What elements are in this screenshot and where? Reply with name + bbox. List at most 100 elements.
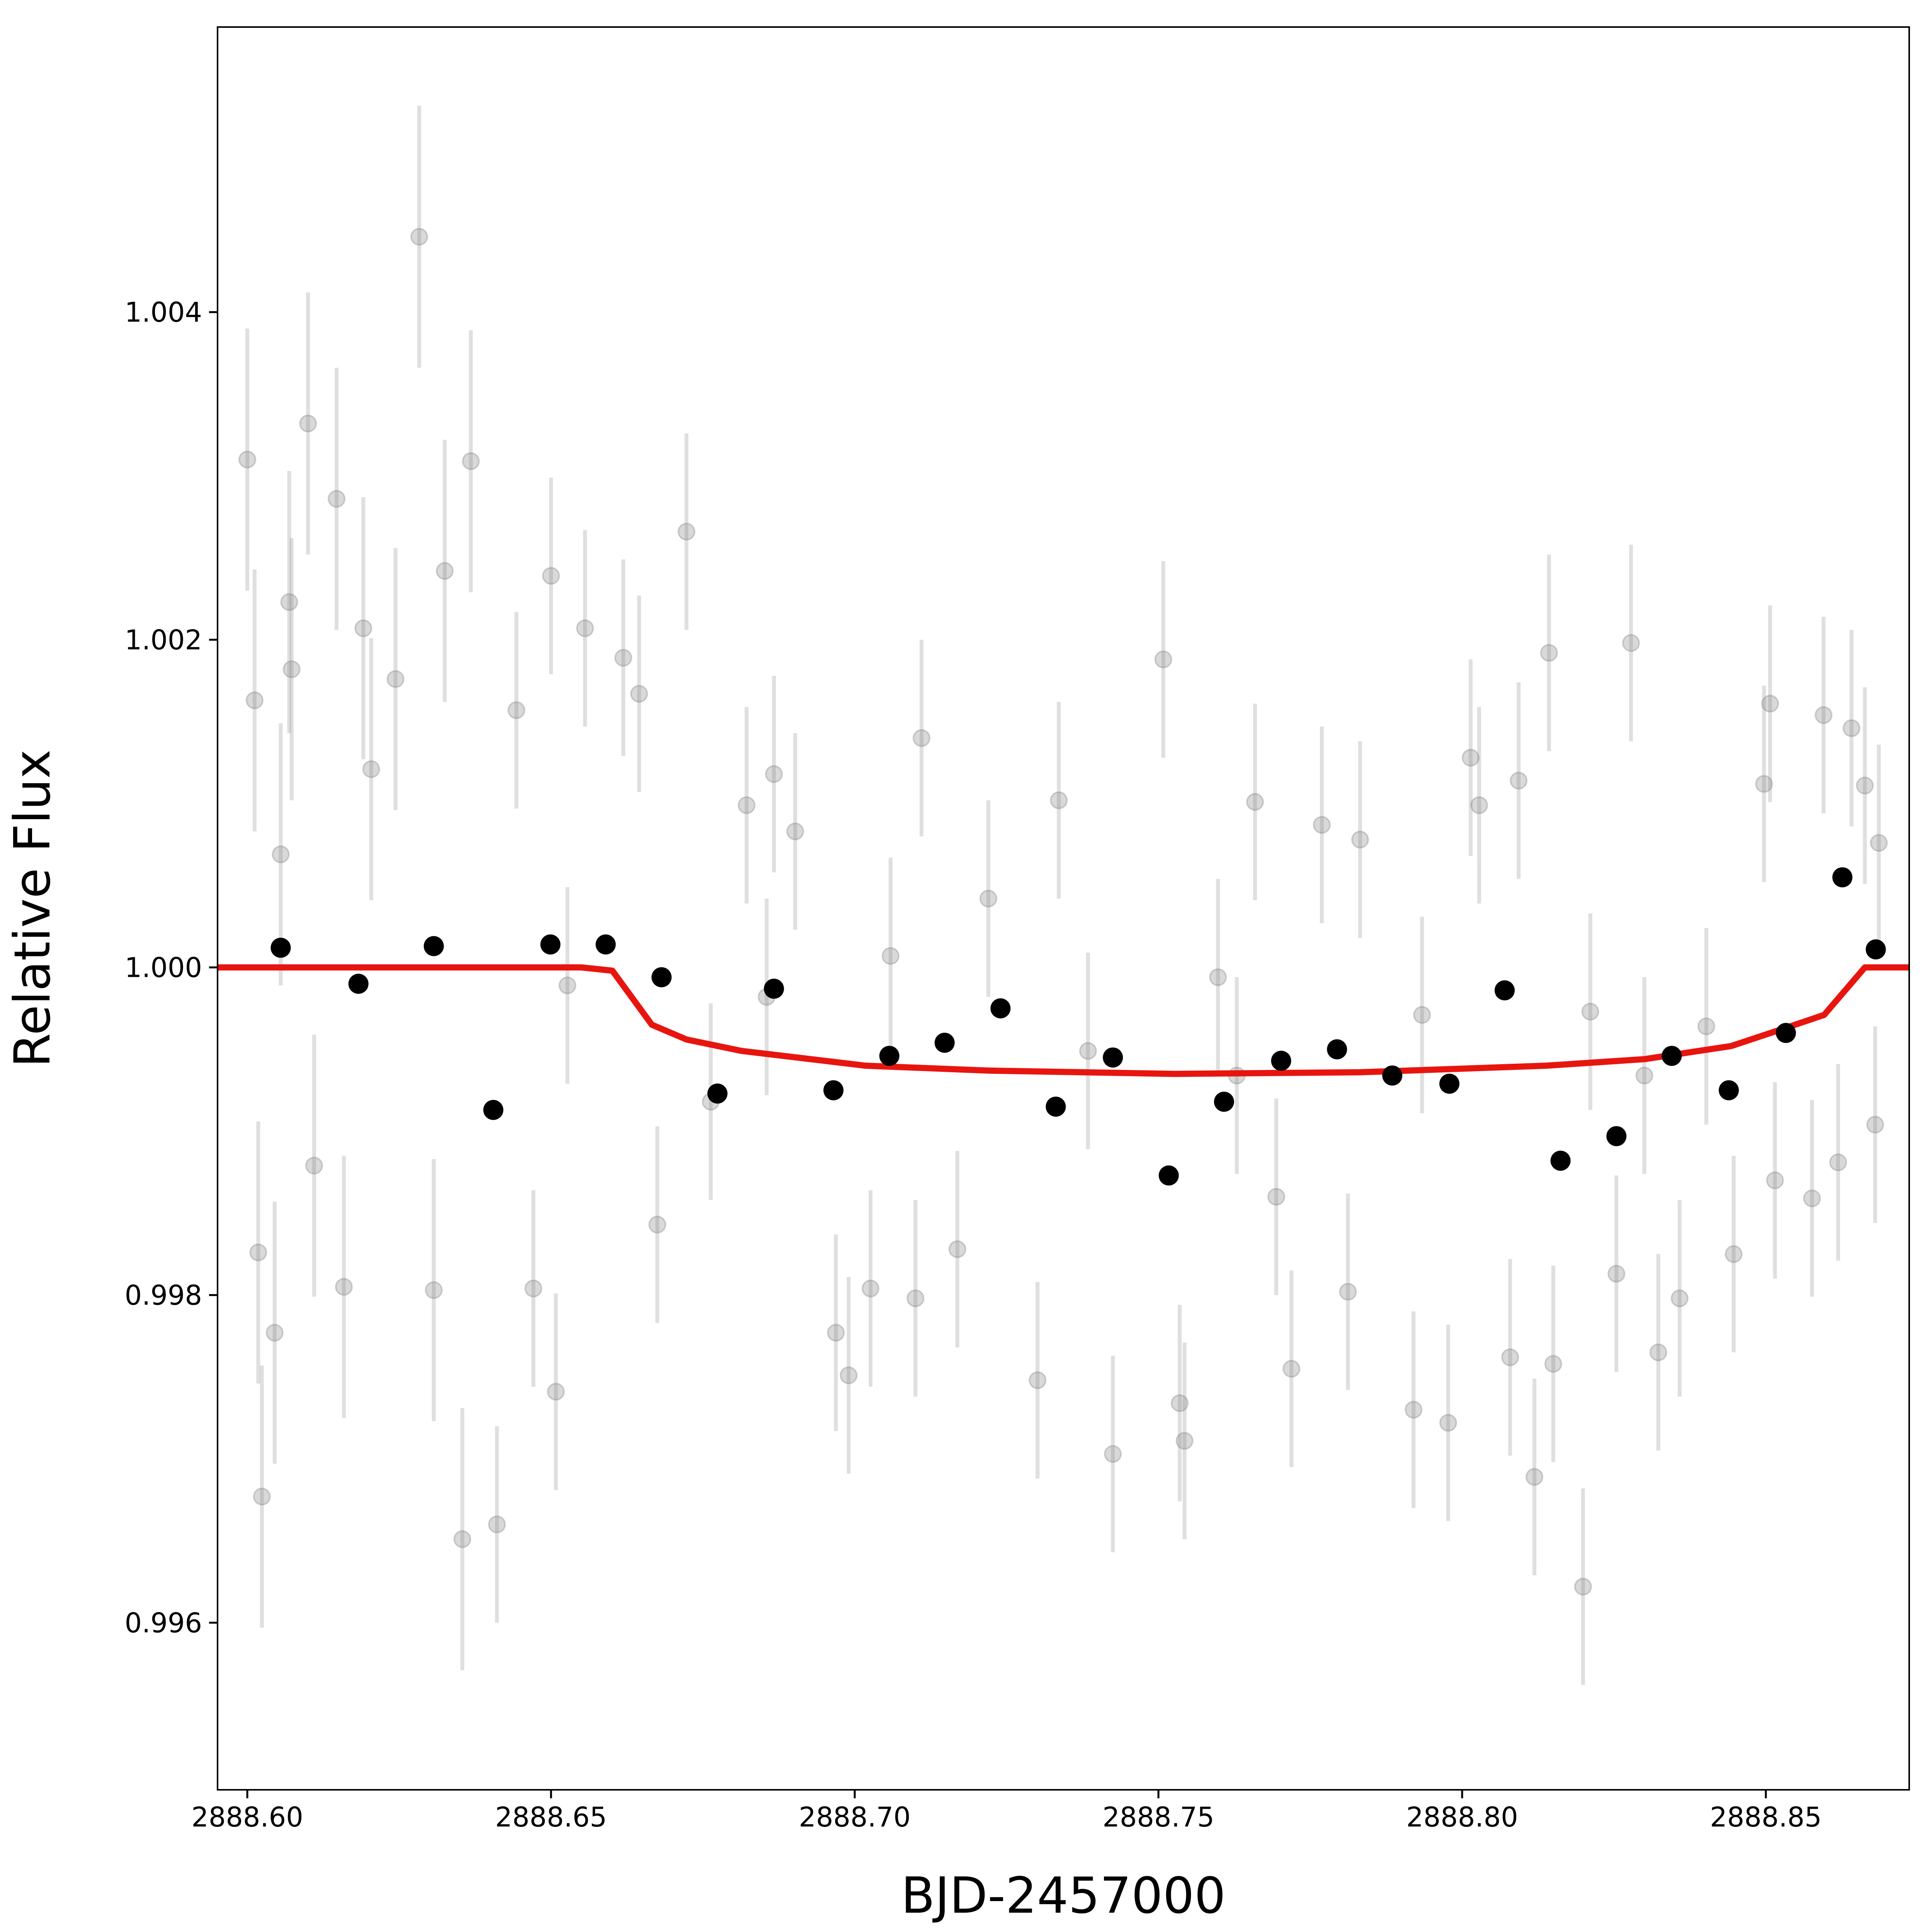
raw-point (1766, 1171, 1784, 1189)
plot-area (218, 105, 1909, 1685)
raw-point (1267, 1188, 1285, 1206)
raw-point (362, 760, 380, 778)
raw-point (1670, 1289, 1689, 1308)
binned-point (1606, 1126, 1627, 1146)
raw-point (245, 691, 264, 709)
raw-point (238, 451, 257, 469)
raw-point (354, 619, 372, 637)
raw-point (462, 452, 480, 470)
raw-point (948, 1240, 966, 1258)
binned-point (707, 1083, 728, 1104)
x-tick-label: 2888.85 (1710, 1801, 1821, 1833)
raw-point (840, 1366, 858, 1384)
raw-point (1761, 695, 1779, 713)
raw-point (305, 1156, 323, 1175)
raw-point (1171, 1394, 1189, 1412)
model-line (218, 964, 1909, 1077)
raw-point (1544, 1355, 1562, 1373)
raw-point (786, 822, 804, 840)
raw-point (507, 701, 526, 719)
y-tick-label: 1.000 (125, 952, 202, 984)
raw-point (1079, 1042, 1097, 1060)
raw-point (1829, 1153, 1847, 1172)
raw-point (280, 593, 298, 611)
y-tick-label: 1.002 (125, 624, 202, 656)
raw-point (1856, 777, 1874, 795)
raw-point (881, 947, 900, 965)
raw-point (912, 729, 930, 747)
raw-point (827, 1324, 845, 1342)
raw-point (410, 228, 428, 246)
raw-point (1540, 644, 1558, 662)
raw-point (328, 490, 346, 508)
raw-point (1725, 1245, 1743, 1263)
raw-point (614, 649, 633, 667)
raw-point (1104, 1445, 1122, 1463)
raw-point (1029, 1371, 1047, 1389)
raw-point (1282, 1360, 1301, 1378)
x-tick-label: 2888.70 (799, 1801, 910, 1833)
raw-point (1351, 830, 1369, 849)
raw-point (265, 1324, 284, 1342)
y-axis-label: Relative Flux (4, 750, 61, 1068)
binned-point (270, 937, 291, 958)
raw-point (576, 619, 594, 637)
binned-point (595, 934, 616, 955)
binned-point (1719, 1080, 1739, 1100)
raw-point (1866, 1116, 1884, 1134)
binned-point (1662, 1046, 1682, 1066)
raw-point (1313, 816, 1331, 834)
raw-point (630, 685, 648, 703)
raw-point (1803, 1189, 1821, 1208)
raw-point (1154, 650, 1172, 668)
raw-point (1526, 1468, 1544, 1486)
raw-point (1246, 793, 1264, 811)
binned-point (823, 1080, 844, 1100)
x-tick-label: 2888.80 (1406, 1801, 1518, 1833)
binned-point (1214, 1092, 1234, 1112)
binned-point (764, 978, 784, 999)
binned-point (1866, 939, 1886, 959)
raw-point (1175, 1432, 1194, 1450)
x-tick-label: 2888.75 (1102, 1801, 1214, 1833)
raw-point (1697, 1017, 1715, 1036)
raw-point (906, 1289, 925, 1308)
raw-point (1870, 834, 1888, 852)
binned-point (990, 998, 1011, 1019)
x-axis-label: BJD-2457000 (901, 1867, 1226, 1925)
binned-point (1103, 1047, 1123, 1068)
raw-point (386, 670, 405, 688)
binned-point (483, 1100, 503, 1120)
raw-point (425, 1281, 443, 1299)
raw-point (1050, 791, 1068, 810)
binned-point (1550, 1150, 1571, 1171)
raw-data (238, 105, 1888, 1685)
raw-point (547, 1383, 565, 1401)
y-tick-label: 0.996 (125, 1607, 202, 1639)
binned-point (540, 934, 561, 955)
raw-point (253, 1488, 271, 1506)
raw-point (979, 889, 997, 908)
binned-point (1046, 1097, 1066, 1117)
raw-point (272, 845, 290, 864)
raw-point (1209, 968, 1227, 986)
raw-point (1607, 1265, 1626, 1283)
binned-point (1327, 1039, 1347, 1060)
raw-point (1815, 706, 1833, 724)
binned-point (879, 1046, 900, 1066)
binned-point (1439, 1073, 1460, 1094)
binned-point (934, 1032, 955, 1053)
raw-point (299, 415, 317, 433)
x-tick-label: 2888.65 (495, 1801, 607, 1833)
raw-point (1510, 772, 1528, 790)
raw-point (1649, 1343, 1667, 1361)
raw-point (1413, 1006, 1431, 1024)
raw-point (648, 1216, 667, 1234)
raw-point (1462, 748, 1480, 767)
raw-point (1755, 775, 1773, 793)
raw-point (677, 522, 696, 541)
binned-point (1776, 1023, 1796, 1043)
y-tick-label: 0.998 (125, 1280, 202, 1311)
raw-point (435, 562, 454, 580)
raw-point (1622, 634, 1640, 652)
